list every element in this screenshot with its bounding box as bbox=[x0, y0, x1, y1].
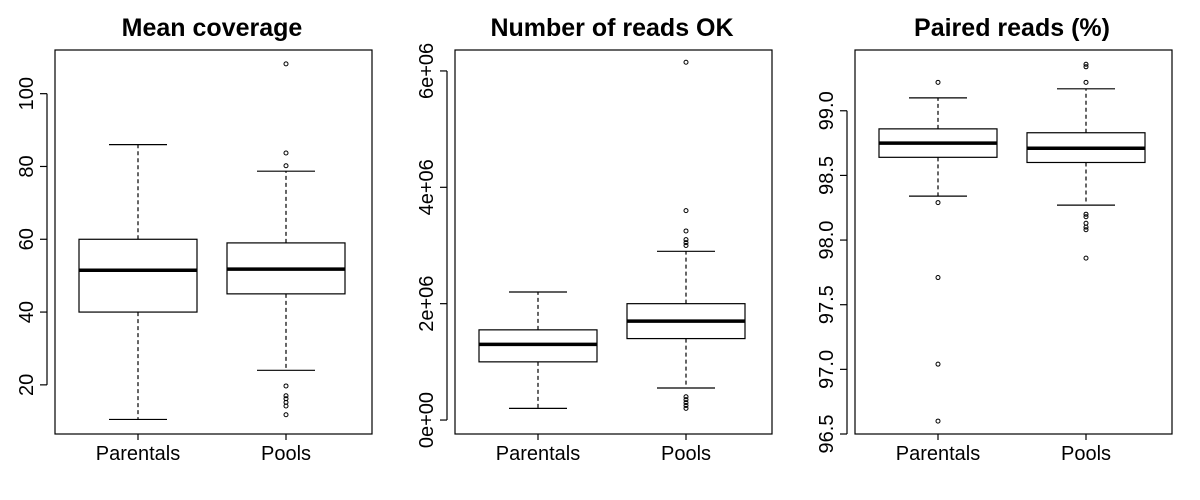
outlier-point bbox=[935, 79, 941, 85]
y-tick-label: 0e+00 bbox=[416, 392, 438, 448]
box-pools bbox=[626, 59, 746, 411]
outlier-point bbox=[683, 208, 689, 214]
y-tick-label: 40 bbox=[16, 301, 38, 323]
y-tick-label: 97.5 bbox=[816, 285, 838, 324]
outlier-point bbox=[1083, 214, 1089, 220]
outlier-point bbox=[283, 163, 289, 169]
outlier-point bbox=[683, 402, 689, 408]
plot-frame bbox=[854, 49, 1173, 435]
box-parentals bbox=[878, 79, 998, 424]
y-tick-label: 100 bbox=[16, 77, 38, 110]
plot-frame bbox=[454, 49, 773, 435]
outlier-point bbox=[683, 242, 689, 248]
panel-paired-reads: Paired reads (%) Parentals Pools 96.5 97.… bbox=[816, 14, 1173, 465]
panel-title: Paired reads (%) bbox=[914, 14, 1110, 42]
y-tick-label: 99.0 bbox=[816, 91, 838, 130]
outlier-point bbox=[283, 150, 289, 156]
y-tick-label: 2e+06 bbox=[416, 276, 438, 332]
panel-title: Mean coverage bbox=[122, 14, 303, 42]
y-tick-label: 60 bbox=[16, 228, 38, 250]
outlier-point bbox=[683, 237, 689, 243]
y-tick-label: 98.5 bbox=[816, 156, 838, 195]
iqr-box bbox=[78, 238, 198, 313]
outlier-point bbox=[283, 393, 289, 399]
box-pools bbox=[226, 61, 346, 418]
outlier-point bbox=[283, 61, 289, 67]
y-tick-label: 80 bbox=[16, 155, 38, 177]
outlier-point bbox=[935, 418, 941, 424]
outlier-point bbox=[935, 361, 941, 367]
outlier-point bbox=[1083, 79, 1089, 85]
y-tick-label: 97.0 bbox=[816, 350, 838, 389]
outlier-point bbox=[1083, 211, 1089, 217]
y-tick-label: 4e+06 bbox=[416, 159, 438, 215]
outlier-point bbox=[283, 383, 289, 389]
outlier-point bbox=[1083, 61, 1089, 67]
outlier-point bbox=[683, 405, 689, 411]
outlier-point bbox=[283, 412, 289, 418]
outlier-point bbox=[283, 396, 289, 402]
box-pools bbox=[1026, 61, 1146, 261]
x-tick-label: Pools bbox=[261, 443, 311, 465]
box-parentals bbox=[78, 144, 198, 421]
outlier-point bbox=[683, 397, 689, 403]
outlier-point bbox=[683, 400, 689, 406]
outlier-point bbox=[683, 59, 689, 65]
outlier-point bbox=[1083, 64, 1089, 70]
outlier-point bbox=[935, 275, 941, 281]
y-tick-label: 20 bbox=[16, 374, 38, 396]
outlier-point bbox=[935, 200, 941, 206]
outlier-point bbox=[683, 228, 689, 234]
outlier-point bbox=[683, 394, 689, 400]
panel-mean-coverage: Mean coverage Parentals Pools 20 40 60 80 10… bbox=[16, 14, 373, 465]
y-tick-label: 96.5 bbox=[816, 415, 838, 454]
x-tick-label: Parentals bbox=[896, 443, 981, 465]
outlier-point bbox=[1083, 220, 1089, 226]
y-tick-label: 6e+06 bbox=[416, 43, 438, 99]
outlier-point bbox=[1083, 227, 1089, 233]
panel-title: Number of reads OK bbox=[490, 14, 733, 42]
panel-number-of-reads-ok: Number of reads OK Parentals Pools 0e+00… bbox=[416, 14, 773, 465]
x-tick-label: Parentals bbox=[96, 443, 181, 465]
x-tick-label: Pools bbox=[661, 443, 711, 465]
outlier-point bbox=[1083, 255, 1089, 261]
x-tick-label: Parentals bbox=[496, 443, 581, 465]
x-tick-label: Pools bbox=[1061, 443, 1111, 465]
plot-frame bbox=[54, 49, 373, 435]
box-parentals bbox=[478, 291, 598, 409]
outlier-point bbox=[683, 240, 689, 246]
y-tick-label: 98.0 bbox=[816, 221, 838, 260]
